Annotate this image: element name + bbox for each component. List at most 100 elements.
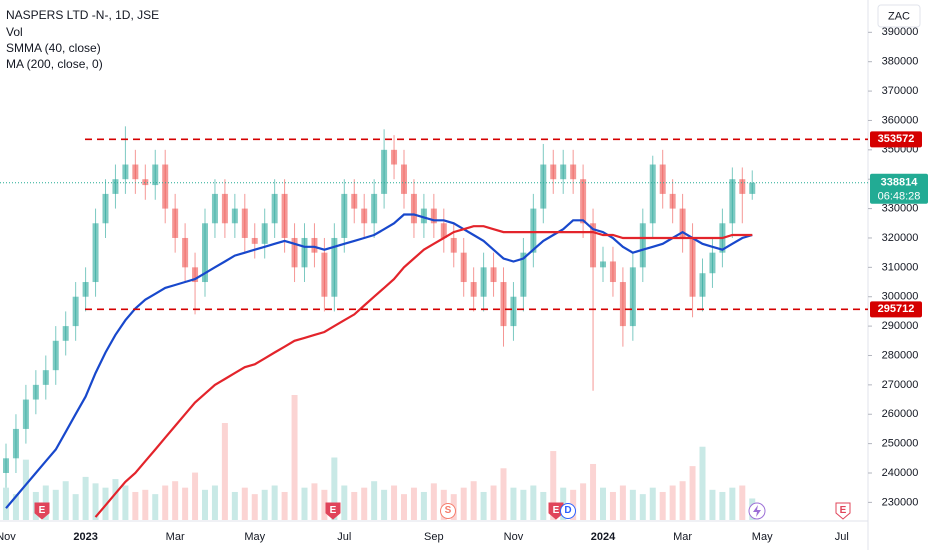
currency-button[interactable]: [877, 4, 921, 28]
candle-body: [450, 237, 457, 253]
candle-body: [112, 179, 119, 194]
legend-indicator: Vol: [6, 25, 23, 39]
volume-bar: [410, 487, 417, 520]
level-label: 353572: [878, 133, 915, 145]
volume-bar: [202, 489, 208, 520]
volume-bar: [371, 481, 378, 520]
y-tick-label: 380000: [882, 56, 919, 68]
candle-body: [271, 193, 278, 224]
candle-body: [570, 164, 577, 180]
candle-body: [729, 179, 736, 224]
candle-body: [361, 208, 368, 224]
x-tick-label: Jul: [337, 531, 351, 543]
volume-bar: [679, 481, 686, 520]
candle-body: [699, 273, 706, 297]
level-label: 295712: [878, 303, 915, 315]
volume-bar: [649, 487, 656, 520]
candle-body: [32, 384, 39, 400]
candle-body: [142, 179, 149, 186]
candle-body: [530, 208, 537, 253]
volume-bar: [112, 479, 119, 520]
volume-bar: [381, 489, 388, 520]
volume-bar: [520, 489, 527, 520]
candle-body: [152, 164, 159, 186]
volume-bar: [12, 494, 19, 520]
candle-body: [490, 267, 497, 283]
candle-body: [430, 208, 437, 224]
event-label: D: [564, 505, 571, 516]
volume-bar: [600, 487, 606, 520]
volume-bar: [659, 491, 666, 520]
candle-body: [739, 179, 746, 194]
candle-body: [3, 458, 9, 473]
indicator-line: [94, 225, 753, 518]
candle-body: [52, 340, 59, 371]
y-tick-label: 300000: [882, 291, 919, 303]
volume-bar: [430, 483, 437, 520]
volume-bar: [22, 459, 29, 520]
last-price-label: 338814: [881, 177, 919, 189]
volume-bar: [62, 481, 69, 520]
volume-bar: [192, 472, 199, 520]
candle-body: [231, 208, 238, 224]
candle-body: [401, 164, 407, 194]
volume-bar: [689, 466, 696, 520]
candle-body: [281, 193, 288, 238]
candle-body: [391, 149, 398, 165]
candle-body: [251, 237, 258, 244]
candle-body: [460, 252, 467, 283]
volume-bar: [470, 481, 477, 520]
volume-bar: [3, 487, 9, 520]
candle-body: [311, 237, 318, 253]
y-tick-label: 360000: [882, 114, 919, 126]
volume-bar: [72, 494, 79, 520]
volume-bar: [510, 487, 517, 520]
candle-body: [590, 223, 597, 268]
volume-bar: [321, 489, 328, 520]
volume-bar: [639, 494, 646, 520]
plot-area: [0, 126, 868, 520]
candle-body: [12, 428, 19, 459]
volume-bar: [331, 457, 338, 520]
candle-body: [560, 164, 567, 180]
volume-bar: [52, 489, 59, 520]
event-icon: [34, 502, 50, 520]
y-tick-label: 390000: [882, 26, 919, 38]
volume-bar: [609, 491, 616, 520]
x-tick-label: Nov: [504, 531, 524, 543]
candle-body: [211, 193, 218, 224]
volume-bar: [142, 489, 149, 520]
indicator-line: [5, 213, 753, 509]
candle-body: [679, 208, 686, 238]
event-icon: [548, 502, 564, 520]
volume-bar: [341, 485, 348, 520]
candle-body: [62, 326, 69, 341]
volume-bar: [361, 487, 368, 520]
volume-bar: [729, 487, 736, 520]
volume-bar: [490, 485, 497, 520]
volume-bar: [540, 491, 547, 520]
currency-label[interactable]: ZAC: [888, 10, 910, 22]
candle-body: [162, 164, 169, 209]
volume-bar: [122, 485, 129, 520]
candle-body: [202, 223, 208, 283]
y-tick-label: 250000: [882, 438, 919, 450]
event-glyph: [753, 505, 761, 517]
volume-bar: [231, 491, 238, 520]
volume-bar: [719, 491, 726, 520]
candle-body: [609, 261, 616, 283]
candle-body: [331, 237, 338, 297]
y-tick-label: 260000: [882, 408, 919, 420]
candle-body: [381, 149, 388, 194]
event-icon: [440, 503, 456, 519]
volume-bar: [590, 463, 597, 520]
candle-body: [22, 399, 29, 429]
volume-bar: [241, 487, 248, 520]
candle-body: [550, 164, 557, 180]
volume-bar: [391, 485, 398, 520]
x-tick-label: Mar: [673, 531, 692, 543]
candle-body: [649, 164, 656, 224]
candle-body: [709, 252, 716, 274]
volume-bar: [500, 468, 507, 520]
